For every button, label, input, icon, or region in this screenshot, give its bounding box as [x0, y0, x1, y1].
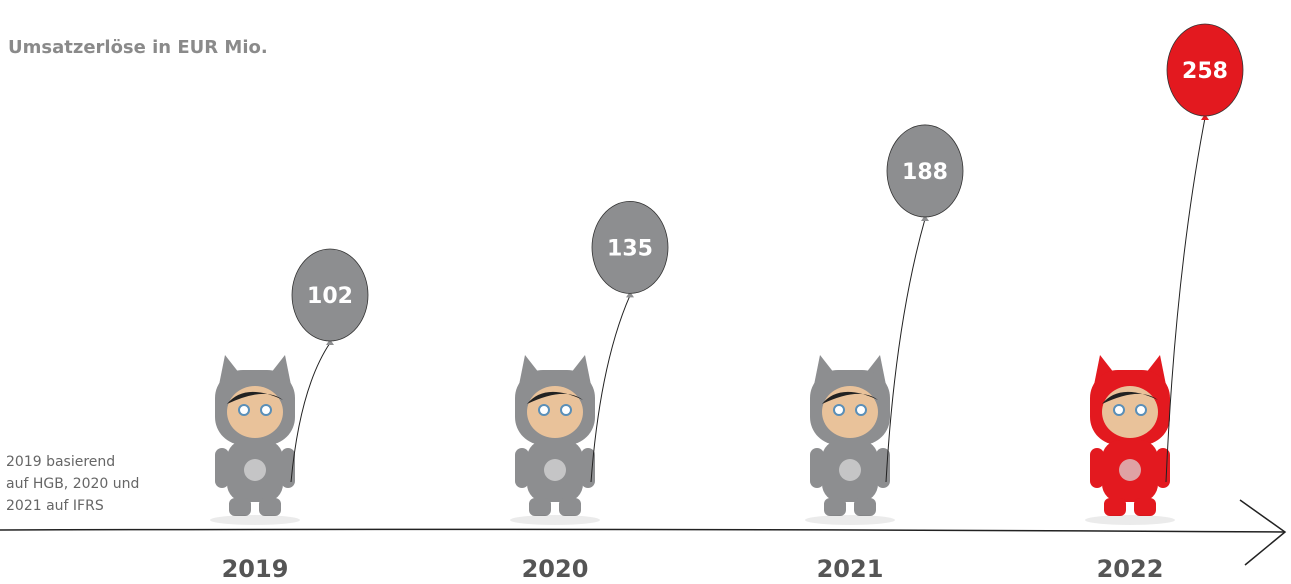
character-foot: [559, 498, 581, 516]
character-shadow: [510, 515, 600, 525]
character-hair: [227, 391, 283, 404]
year-label: 2021: [817, 555, 884, 583]
character-arm: [215, 448, 229, 488]
value-label: 188: [902, 160, 948, 185]
balloon-knot: [1201, 114, 1209, 120]
character: [510, 355, 600, 525]
character-shadow: [210, 515, 300, 525]
character: [210, 355, 300, 525]
character-arm: [1090, 448, 1104, 488]
value-label: 135: [607, 236, 653, 261]
character-badge: [839, 459, 861, 481]
timeline-axis: [0, 528, 1286, 533]
balloon: [291, 248, 369, 342]
character-face: [822, 386, 878, 438]
character-foot: [1104, 498, 1126, 516]
year-label: 2020: [522, 555, 589, 583]
character-hair: [822, 391, 878, 404]
chart-title: Umsatzerlöse in EUR Mio.: [8, 37, 268, 58]
character-arm: [515, 448, 529, 488]
character-badge: [544, 459, 566, 481]
character-badge: [1119, 459, 1141, 481]
note-line: 2019 basierend: [6, 454, 115, 470]
axis-arrow: [1239, 499, 1287, 566]
character-eye: [538, 404, 550, 416]
character-foot: [1134, 498, 1156, 516]
note-line: 2021 auf IFRS: [6, 498, 104, 514]
balloon-string: [1165, 117, 1206, 483]
character: [805, 355, 895, 525]
character-eye: [560, 404, 572, 416]
character-eye: [260, 404, 272, 416]
note-line: auf HGB, 2020 und: [6, 476, 139, 492]
character-arm: [1156, 448, 1170, 488]
balloon: [591, 201, 669, 294]
character-arm: [810, 448, 824, 488]
value-label: 102: [307, 284, 353, 309]
character-eye: [855, 404, 867, 416]
character-badge: [244, 459, 266, 481]
balloon-knot: [326, 339, 334, 345]
character-foot: [529, 498, 551, 516]
character-shadow: [805, 515, 895, 525]
character-eye: [238, 404, 250, 416]
year-label: 2019: [222, 555, 289, 583]
character-foot: [854, 498, 876, 516]
character-face: [227, 386, 283, 438]
character-foot: [229, 498, 251, 516]
balloon: [1166, 23, 1244, 117]
character-hair: [1102, 391, 1158, 404]
balloon-knot: [626, 291, 634, 298]
year-label: 2022: [1097, 555, 1164, 583]
balloon-string: [290, 342, 331, 483]
character-eye: [833, 404, 845, 416]
character-face: [1102, 386, 1158, 438]
character-hair: [527, 391, 583, 404]
value-label: 258: [1182, 59, 1228, 84]
character-foot: [824, 498, 846, 516]
balloon: [886, 124, 964, 218]
character-eye: [1113, 404, 1125, 416]
character: [1085, 355, 1175, 525]
balloon-string: [590, 295, 631, 483]
balloon-string: [885, 218, 926, 483]
balloon-knot: [921, 214, 929, 221]
character-arm: [581, 448, 595, 488]
character-foot: [259, 498, 281, 516]
character-eye: [1135, 404, 1147, 416]
character-face: [527, 386, 583, 438]
character-shadow: [1085, 515, 1175, 525]
